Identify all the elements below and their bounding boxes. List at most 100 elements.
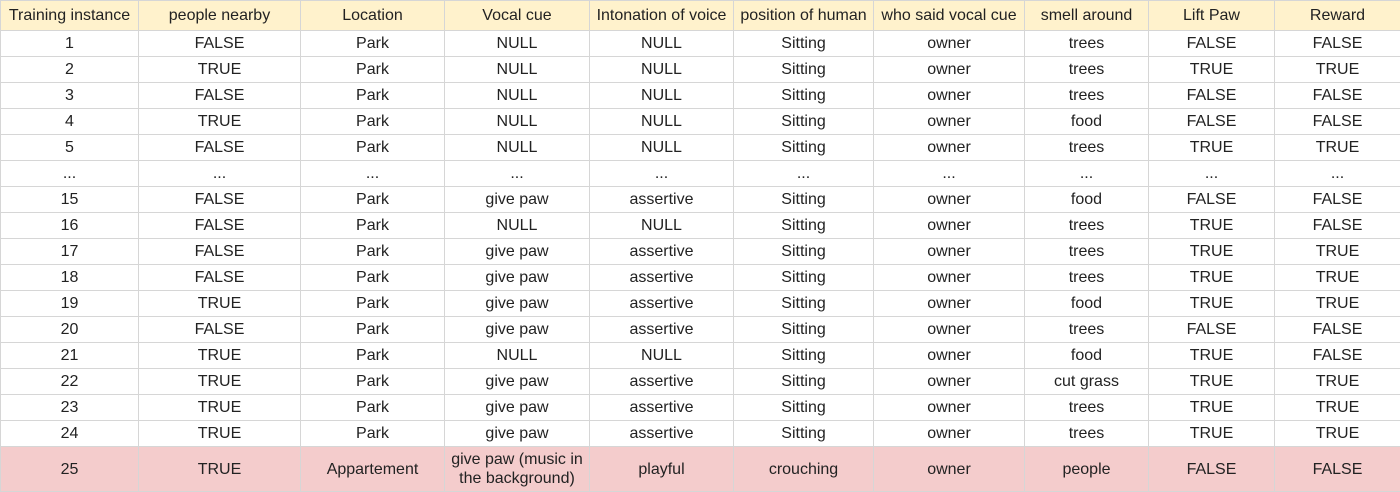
cell-people-nearby[interactable]: FALSE (138, 186, 301, 213)
cell-smell-around[interactable]: food (1024, 108, 1149, 135)
cell-people-nearby[interactable]: TRUE (138, 446, 301, 492)
cell-lift-paw[interactable]: FALSE (1148, 446, 1275, 492)
cell-smell-around[interactable]: people (1024, 446, 1149, 492)
cell-vocal-cue[interactable]: give paw (444, 316, 590, 343)
cell-people-nearby[interactable]: TRUE (138, 342, 301, 369)
cell-position-of-human[interactable]: Sitting (733, 342, 874, 369)
cell-intonation-of-voice[interactable]: playful (589, 446, 734, 492)
cell-vocal-cue[interactable]: give paw (444, 290, 590, 317)
cell-position-of-human[interactable]: Sitting (733, 108, 874, 135)
cell-location[interactable]: Park (300, 316, 445, 343)
cell-location[interactable]: Park (300, 394, 445, 421)
cell-vocal-cue[interactable]: give paw (444, 394, 590, 421)
header-intonation-of-voice[interactable]: Intonation of voice (589, 0, 734, 31)
cell-people-nearby[interactable]: TRUE (138, 108, 301, 135)
cell-vocal-cue[interactable]: NULL (444, 108, 590, 135)
cell-intonation-of-voice[interactable]: NULL (589, 56, 734, 83)
cell-people-nearby[interactable]: FALSE (138, 30, 301, 57)
cell-location[interactable]: ... (300, 160, 445, 187)
cell-location[interactable]: Park (300, 134, 445, 161)
cell-position-of-human[interactable]: Sitting (733, 290, 874, 317)
cell-vocal-cue[interactable]: give paw (444, 420, 590, 447)
cell-training-instance[interactable]: 15 (0, 186, 139, 213)
cell-smell-around[interactable]: trees (1024, 316, 1149, 343)
cell-smell-around[interactable]: food (1024, 290, 1149, 317)
cell-intonation-of-voice[interactable]: NULL (589, 108, 734, 135)
cell-intonation-of-voice[interactable]: assertive (589, 264, 734, 291)
cell-smell-around[interactable]: trees (1024, 264, 1149, 291)
cell-location[interactable]: Park (300, 30, 445, 57)
cell-training-instance[interactable]: 20 (0, 316, 139, 343)
cell-smell-around[interactable]: trees (1024, 238, 1149, 265)
cell-people-nearby[interactable]: TRUE (138, 420, 301, 447)
cell-smell-around[interactable]: food (1024, 342, 1149, 369)
cell-lift-paw[interactable]: TRUE (1148, 420, 1275, 447)
cell-reward[interactable]: FALSE (1274, 342, 1400, 369)
cell-smell-around[interactable]: trees (1024, 394, 1149, 421)
cell-lift-paw[interactable]: FALSE (1148, 30, 1275, 57)
cell-smell-around[interactable]: trees (1024, 82, 1149, 109)
cell-position-of-human[interactable]: Sitting (733, 368, 874, 395)
cell-who-said-vocal-cue[interactable]: owner (873, 134, 1025, 161)
cell-who-said-vocal-cue[interactable]: owner (873, 342, 1025, 369)
cell-who-said-vocal-cue[interactable]: owner (873, 446, 1025, 492)
cell-position-of-human[interactable]: Sitting (733, 186, 874, 213)
cell-who-said-vocal-cue[interactable]: owner (873, 56, 1025, 83)
cell-vocal-cue[interactable]: NULL (444, 56, 590, 83)
cell-training-instance[interactable]: 25 (0, 446, 139, 492)
cell-intonation-of-voice[interactable]: assertive (589, 186, 734, 213)
cell-smell-around[interactable]: trees (1024, 212, 1149, 239)
cell-people-nearby[interactable]: ... (138, 160, 301, 187)
cell-reward[interactable]: FALSE (1274, 186, 1400, 213)
header-people-nearby[interactable]: people nearby (138, 0, 301, 31)
cell-who-said-vocal-cue[interactable]: owner (873, 264, 1025, 291)
cell-reward[interactable]: FALSE (1274, 108, 1400, 135)
cell-position-of-human[interactable]: Sitting (733, 238, 874, 265)
cell-position-of-human[interactable]: ... (733, 160, 874, 187)
cell-intonation-of-voice[interactable]: assertive (589, 316, 734, 343)
cell-intonation-of-voice[interactable]: assertive (589, 420, 734, 447)
cell-smell-around[interactable]: trees (1024, 420, 1149, 447)
cell-position-of-human[interactable]: Sitting (733, 394, 874, 421)
cell-lift-paw[interactable]: FALSE (1148, 108, 1275, 135)
cell-position-of-human[interactable]: Sitting (733, 56, 874, 83)
cell-location[interactable]: Park (300, 186, 445, 213)
cell-smell-around[interactable]: trees (1024, 56, 1149, 83)
cell-training-instance[interactable]: 2 (0, 56, 139, 83)
cell-location[interactable]: Park (300, 264, 445, 291)
cell-people-nearby[interactable]: FALSE (138, 134, 301, 161)
cell-smell-around[interactable]: food (1024, 186, 1149, 213)
cell-intonation-of-voice[interactable]: assertive (589, 290, 734, 317)
cell-training-instance[interactable]: 3 (0, 82, 139, 109)
cell-training-instance[interactable]: 21 (0, 342, 139, 369)
cell-lift-paw[interactable]: TRUE (1148, 134, 1275, 161)
cell-who-said-vocal-cue[interactable]: owner (873, 316, 1025, 343)
header-who-said-vocal-cue[interactable]: who said vocal cue (873, 0, 1025, 31)
cell-training-instance[interactable]: ... (0, 160, 139, 187)
cell-who-said-vocal-cue[interactable]: owner (873, 212, 1025, 239)
cell-intonation-of-voice[interactable]: NULL (589, 30, 734, 57)
cell-lift-paw[interactable]: FALSE (1148, 82, 1275, 109)
cell-reward[interactable]: TRUE (1274, 394, 1400, 421)
cell-position-of-human[interactable]: Sitting (733, 420, 874, 447)
cell-location[interactable]: Park (300, 368, 445, 395)
cell-reward[interactable]: TRUE (1274, 134, 1400, 161)
cell-who-said-vocal-cue[interactable]: owner (873, 108, 1025, 135)
cell-position-of-human[interactable]: Sitting (733, 134, 874, 161)
header-position-of-human[interactable]: position of human (733, 0, 874, 31)
header-lift-paw[interactable]: Lift Paw (1148, 0, 1275, 31)
cell-smell-around[interactable]: trees (1024, 134, 1149, 161)
cell-vocal-cue[interactable]: give paw (444, 186, 590, 213)
cell-training-instance[interactable]: 4 (0, 108, 139, 135)
cell-intonation-of-voice[interactable]: assertive (589, 238, 734, 265)
cell-vocal-cue[interactable]: give paw (444, 238, 590, 265)
cell-who-said-vocal-cue[interactable]: owner (873, 420, 1025, 447)
cell-location[interactable]: Park (300, 238, 445, 265)
cell-reward[interactable]: TRUE (1274, 238, 1400, 265)
cell-lift-paw[interactable]: TRUE (1148, 56, 1275, 83)
cell-location[interactable]: Park (300, 56, 445, 83)
cell-people-nearby[interactable]: TRUE (138, 394, 301, 421)
cell-people-nearby[interactable]: FALSE (138, 212, 301, 239)
cell-reward[interactable]: TRUE (1274, 420, 1400, 447)
cell-vocal-cue[interactable]: give paw (music in the background) (444, 446, 590, 492)
